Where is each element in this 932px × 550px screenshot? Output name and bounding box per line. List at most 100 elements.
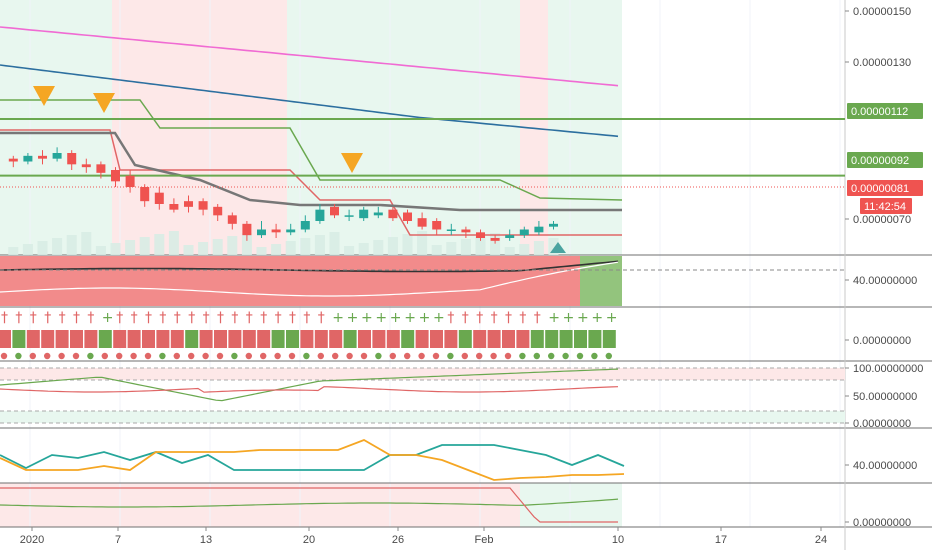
candle[interactable] (227, 215, 237, 224)
buy-signal-marker[interactable] (550, 242, 566, 253)
candle[interactable] (81, 164, 91, 168)
signal-cell (84, 330, 98, 348)
signal-cell (142, 330, 155, 348)
candle[interactable] (242, 223, 252, 236)
x-tick-label: 13 (200, 534, 212, 546)
candle[interactable] (388, 209, 398, 219)
signal-dot (216, 352, 224, 360)
sell-signal-marker[interactable] (341, 153, 363, 173)
signal-cross: + (548, 310, 560, 326)
volume-bar (66, 235, 77, 255)
signal-cross: + (577, 310, 589, 326)
candle[interactable] (417, 218, 427, 227)
candle[interactable] (23, 155, 33, 162)
signal-cell (430, 330, 443, 348)
volume-bar (198, 242, 209, 255)
signal-dot (548, 352, 555, 360)
signal-cross: + (563, 310, 575, 326)
signal-cross: † (188, 310, 195, 326)
candle[interactable] (38, 155, 47, 159)
candle[interactable] (198, 201, 208, 210)
x-tick-label: 24 (815, 534, 827, 546)
trend-band (548, 0, 560, 255)
candle[interactable] (67, 153, 77, 165)
price-badge[interactable] (847, 180, 923, 196)
signal-cell (242, 330, 256, 348)
signal-cell (343, 330, 357, 348)
volume-bar (431, 245, 442, 255)
candle[interactable] (403, 212, 412, 222)
candle[interactable] (432, 221, 442, 230)
signal-cross: + (102, 310, 114, 326)
signal-cross: † (87, 310, 94, 326)
baseline-line (0, 131, 622, 212)
osc3-line-a (0, 444, 625, 471)
signal-dot (332, 352, 339, 360)
candle[interactable] (154, 192, 164, 204)
price-badge-label: 11:42:54 (864, 201, 906, 213)
candle[interactable] (490, 238, 500, 241)
candle[interactable] (461, 229, 471, 233)
candle[interactable] (344, 215, 354, 217)
candle[interactable] (330, 206, 339, 216)
signal-dot (562, 352, 569, 360)
signal-cross: + (591, 310, 603, 326)
candle[interactable] (359, 209, 369, 219)
price-badge[interactable] (860, 198, 912, 214)
candle[interactable] (505, 235, 515, 238)
candle[interactable] (300, 221, 310, 230)
candle[interactable] (549, 223, 558, 227)
signal-dot (591, 352, 598, 360)
candle[interactable] (140, 187, 150, 202)
signal-cross: † (462, 310, 469, 326)
candle[interactable] (169, 204, 179, 210)
candle[interactable] (286, 229, 296, 233)
sell-signal-marker[interactable] (93, 93, 115, 113)
time-axis[interactable]: 2020 7 13 20 26 Feb 10 17 24 (20, 527, 827, 546)
x-tick-label: 10 (612, 534, 624, 546)
price-pane[interactable] (0, 26, 845, 255)
price-badge[interactable] (847, 103, 923, 119)
candle[interactable] (184, 201, 193, 207)
signal-cell (502, 330, 515, 348)
signal-dot (288, 352, 296, 360)
candle[interactable] (315, 209, 325, 221)
signal-cell (530, 330, 544, 348)
signal-dot (144, 352, 152, 360)
candle[interactable] (446, 229, 456, 232)
signal-dot (202, 352, 209, 360)
candle[interactable] (213, 206, 223, 216)
signal-cross: † (145, 310, 152, 326)
volume-bar (533, 241, 544, 255)
candle[interactable] (476, 232, 485, 238)
sell-signal-marker[interactable] (33, 86, 55, 106)
price-axis[interactable]: 0.00000150 0.00000130 0.00000070 40.0000000… (845, 6, 923, 529)
signal-cross: † (260, 310, 267, 326)
candle[interactable] (8, 158, 18, 162)
volume-bar (22, 244, 33, 255)
price-badge[interactable] (847, 152, 923, 168)
trailing-stop-long (0, 99, 623, 201)
signal-cell (300, 330, 314, 348)
volume-bar (402, 234, 413, 255)
y-tick-label: 50.00000000 (853, 391, 917, 403)
candle[interactable] (125, 175, 135, 187)
signal-dot (58, 352, 65, 360)
candle[interactable] (96, 164, 106, 173)
candle[interactable] (519, 229, 529, 236)
volume-bar (358, 243, 369, 255)
candle[interactable] (373, 212, 383, 216)
volume-bar (519, 244, 530, 255)
indicator-panes[interactable]: † † † † † † † + † † † † † † † † † † † † † † † + + + + + + + + † † † † † † † + +… (0, 256, 845, 523)
volume-bar (183, 245, 194, 255)
candle[interactable] (534, 226, 544, 233)
candle[interactable] (257, 229, 266, 236)
volume-bar (154, 234, 165, 255)
volume-bar (475, 236, 486, 255)
signal-cell (156, 330, 170, 348)
candle[interactable] (271, 229, 281, 233)
candle[interactable] (52, 153, 62, 159)
signal-cross: + (332, 310, 344, 326)
candle[interactable] (111, 170, 120, 182)
